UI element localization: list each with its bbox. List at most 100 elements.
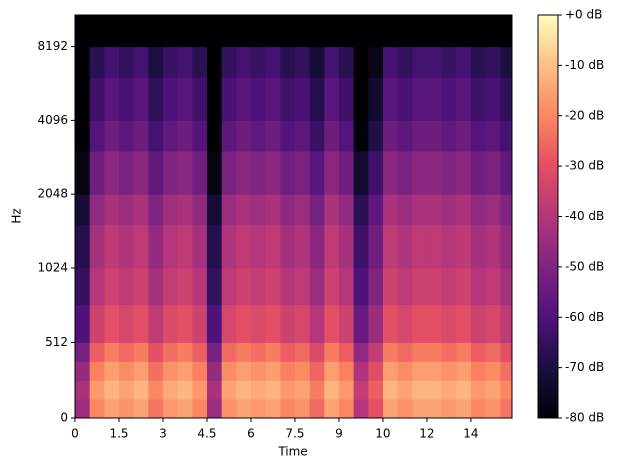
cell xyxy=(192,15,208,48)
colorbar-tick-label: -30 dB xyxy=(565,159,604,173)
cell xyxy=(397,15,413,48)
cell xyxy=(148,361,164,381)
cell xyxy=(309,380,325,400)
cell xyxy=(118,342,135,362)
cell xyxy=(265,224,281,269)
cell xyxy=(162,342,179,362)
cell xyxy=(280,151,296,195)
cell xyxy=(118,380,135,400)
cell xyxy=(397,151,413,195)
cell xyxy=(133,120,149,152)
cell xyxy=(221,151,237,195)
cell xyxy=(353,151,369,195)
cell xyxy=(309,399,325,419)
cell xyxy=(265,304,281,343)
cell xyxy=(221,77,237,121)
cell xyxy=(280,194,296,226)
cell xyxy=(426,15,443,48)
cell xyxy=(148,15,164,48)
cell xyxy=(89,380,105,400)
cell xyxy=(456,361,472,381)
cell xyxy=(382,194,399,226)
cell xyxy=(441,361,457,381)
x-tick-label: 7.5 xyxy=(285,427,304,441)
cell xyxy=(470,267,487,306)
cell xyxy=(412,342,428,362)
cell xyxy=(133,304,149,343)
cell xyxy=(148,77,164,121)
cell xyxy=(338,15,355,48)
cell xyxy=(192,151,208,195)
cell xyxy=(426,342,443,362)
cell xyxy=(470,77,487,121)
cell xyxy=(162,15,179,48)
cell xyxy=(485,304,501,343)
cell xyxy=(500,151,513,195)
cell xyxy=(206,15,223,48)
cell xyxy=(485,380,501,400)
cell xyxy=(206,194,223,226)
cell xyxy=(382,224,399,269)
cell xyxy=(118,361,135,381)
cell xyxy=(265,267,281,306)
cell xyxy=(104,151,120,195)
cell xyxy=(397,380,413,400)
cell xyxy=(485,224,501,269)
cell xyxy=(236,304,252,343)
x-tick-label: 0 xyxy=(71,427,79,441)
cell xyxy=(250,120,267,152)
cell xyxy=(118,77,135,121)
cell xyxy=(309,120,325,152)
colorbar-tick-label: -80 dB xyxy=(565,411,604,425)
cell xyxy=(250,342,267,362)
cell xyxy=(338,361,355,381)
cell xyxy=(148,380,164,400)
cell xyxy=(456,77,472,121)
cell xyxy=(368,267,384,306)
cell xyxy=(265,342,281,362)
cell xyxy=(148,267,164,306)
cell xyxy=(294,120,311,152)
cell xyxy=(426,399,443,419)
cell xyxy=(265,77,281,121)
cell xyxy=(221,399,237,419)
cell xyxy=(500,46,513,78)
cell xyxy=(162,267,179,306)
cell xyxy=(426,77,443,121)
cell xyxy=(456,46,472,78)
cell xyxy=(89,304,105,343)
cell xyxy=(338,342,355,362)
cell xyxy=(104,120,120,152)
cell xyxy=(162,77,179,121)
cell xyxy=(412,194,428,226)
cell xyxy=(324,380,340,400)
cell xyxy=(397,304,413,343)
cell xyxy=(353,120,369,152)
cell xyxy=(162,194,179,226)
cell xyxy=(338,267,355,306)
cell xyxy=(324,342,340,362)
cell xyxy=(456,399,472,419)
cell xyxy=(265,361,281,381)
cell xyxy=(382,380,399,400)
cell xyxy=(265,46,281,78)
plot-frame xyxy=(74,14,513,419)
cell xyxy=(338,304,355,343)
cell xyxy=(177,15,193,48)
cell xyxy=(397,120,413,152)
cell xyxy=(75,15,91,48)
cell xyxy=(382,120,399,152)
cell xyxy=(324,46,340,78)
cell xyxy=(456,267,472,306)
cell xyxy=(382,267,399,306)
cell xyxy=(133,194,149,226)
cell xyxy=(177,224,193,269)
cell xyxy=(265,194,281,226)
cell xyxy=(426,224,443,269)
cell xyxy=(426,46,443,78)
colorbar-tick-label: -20 dB xyxy=(565,108,604,122)
cell xyxy=(177,151,193,195)
cell xyxy=(148,224,164,269)
cell xyxy=(75,304,91,343)
cell xyxy=(485,120,501,152)
